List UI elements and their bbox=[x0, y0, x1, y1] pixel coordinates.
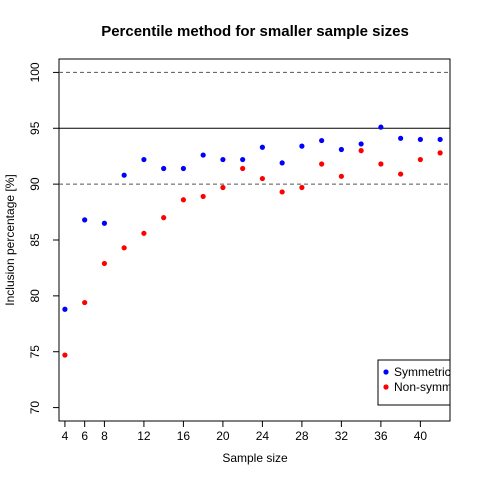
non-symm-point bbox=[180, 197, 187, 203]
x-tick-label: 40 bbox=[414, 429, 428, 443]
symmetric-point bbox=[417, 136, 423, 143]
symmetric-point bbox=[220, 156, 226, 163]
symmetric-point bbox=[279, 160, 285, 166]
symmetric-point bbox=[358, 141, 364, 147]
legend-label: Non-symm bbox=[394, 380, 452, 394]
non-symm-point bbox=[141, 230, 147, 236]
non-symm-point bbox=[279, 189, 285, 195]
symmetric-point bbox=[180, 165, 187, 172]
symmetric-point bbox=[62, 306, 68, 312]
legend-label: Symmetric bbox=[394, 365, 451, 379]
x-tick-label: 16 bbox=[177, 429, 191, 443]
y-axis-label: Inclusion percentage [%] bbox=[3, 174, 17, 305]
symmetric-point bbox=[121, 172, 127, 178]
non-symm-point bbox=[319, 161, 325, 167]
non-symm-point bbox=[259, 175, 265, 182]
x-tick-label: 32 bbox=[335, 429, 349, 443]
x-tick-label: 20 bbox=[216, 429, 230, 443]
x-tick-label: 6 bbox=[81, 429, 88, 443]
non-symm-point bbox=[299, 184, 305, 191]
symmetric-point bbox=[161, 165, 167, 172]
symmetric-point bbox=[398, 135, 404, 141]
non-symm-point bbox=[82, 299, 88, 306]
legend-marker bbox=[383, 369, 389, 375]
symmetric-point bbox=[200, 152, 206, 158]
non-symm-point bbox=[398, 171, 404, 177]
symmetric-point bbox=[240, 156, 246, 163]
symmetric-point bbox=[101, 220, 108, 226]
non-symm-point bbox=[240, 165, 246, 172]
y-tick-label: 70 bbox=[28, 401, 42, 415]
non-symm-point bbox=[121, 245, 127, 251]
symmetric-point bbox=[259, 144, 265, 150]
non-symm-point bbox=[200, 193, 206, 200]
non-symm-point bbox=[161, 215, 167, 221]
data-points bbox=[62, 124, 443, 358]
non-symm-point bbox=[338, 173, 344, 179]
chart-title: Percentile method for smaller sample siz… bbox=[101, 23, 409, 40]
symmetric-point bbox=[82, 217, 88, 223]
x-tick-label: 28 bbox=[295, 429, 309, 443]
symmetric-point bbox=[319, 137, 325, 144]
non-symm-point bbox=[417, 156, 423, 163]
y-tick-label: 90 bbox=[28, 177, 42, 191]
y-axis: 70 75 80 85 90 95 100 bbox=[28, 62, 59, 414]
y-tick-label: 85 bbox=[28, 233, 42, 247]
legend-box bbox=[377, 359, 451, 406]
non-symm-point bbox=[220, 184, 226, 191]
x-axis: 4 6 8 12 16 20 24 28 32 36 40 bbox=[62, 421, 428, 443]
non-symm-point bbox=[437, 150, 443, 156]
non-symm-point bbox=[378, 161, 384, 167]
x-axis-label: Sample size bbox=[222, 451, 288, 465]
x-tick-label: 4 bbox=[62, 429, 69, 443]
symmetric-point bbox=[299, 143, 305, 149]
y-tick-label: 100 bbox=[28, 62, 42, 82]
legend-marker bbox=[383, 384, 389, 390]
y-tick-label: 80 bbox=[28, 289, 42, 303]
non-symm-point bbox=[62, 352, 68, 358]
x-tick-label: 12 bbox=[137, 429, 151, 443]
symmetric-point bbox=[378, 124, 384, 130]
x-tick-label: 8 bbox=[101, 429, 108, 443]
symmetric-point bbox=[338, 146, 344, 153]
reference-lines bbox=[59, 71, 450, 185]
non-symm-point bbox=[101, 260, 108, 267]
x-tick-label: 36 bbox=[374, 429, 388, 443]
non-symm-point bbox=[358, 148, 364, 154]
x-tick-label: 24 bbox=[256, 429, 270, 443]
y-tick-label: 95 bbox=[28, 121, 42, 135]
y-tick-label: 75 bbox=[28, 345, 42, 359]
symmetric-point bbox=[437, 136, 443, 143]
symmetric-point bbox=[141, 156, 147, 163]
